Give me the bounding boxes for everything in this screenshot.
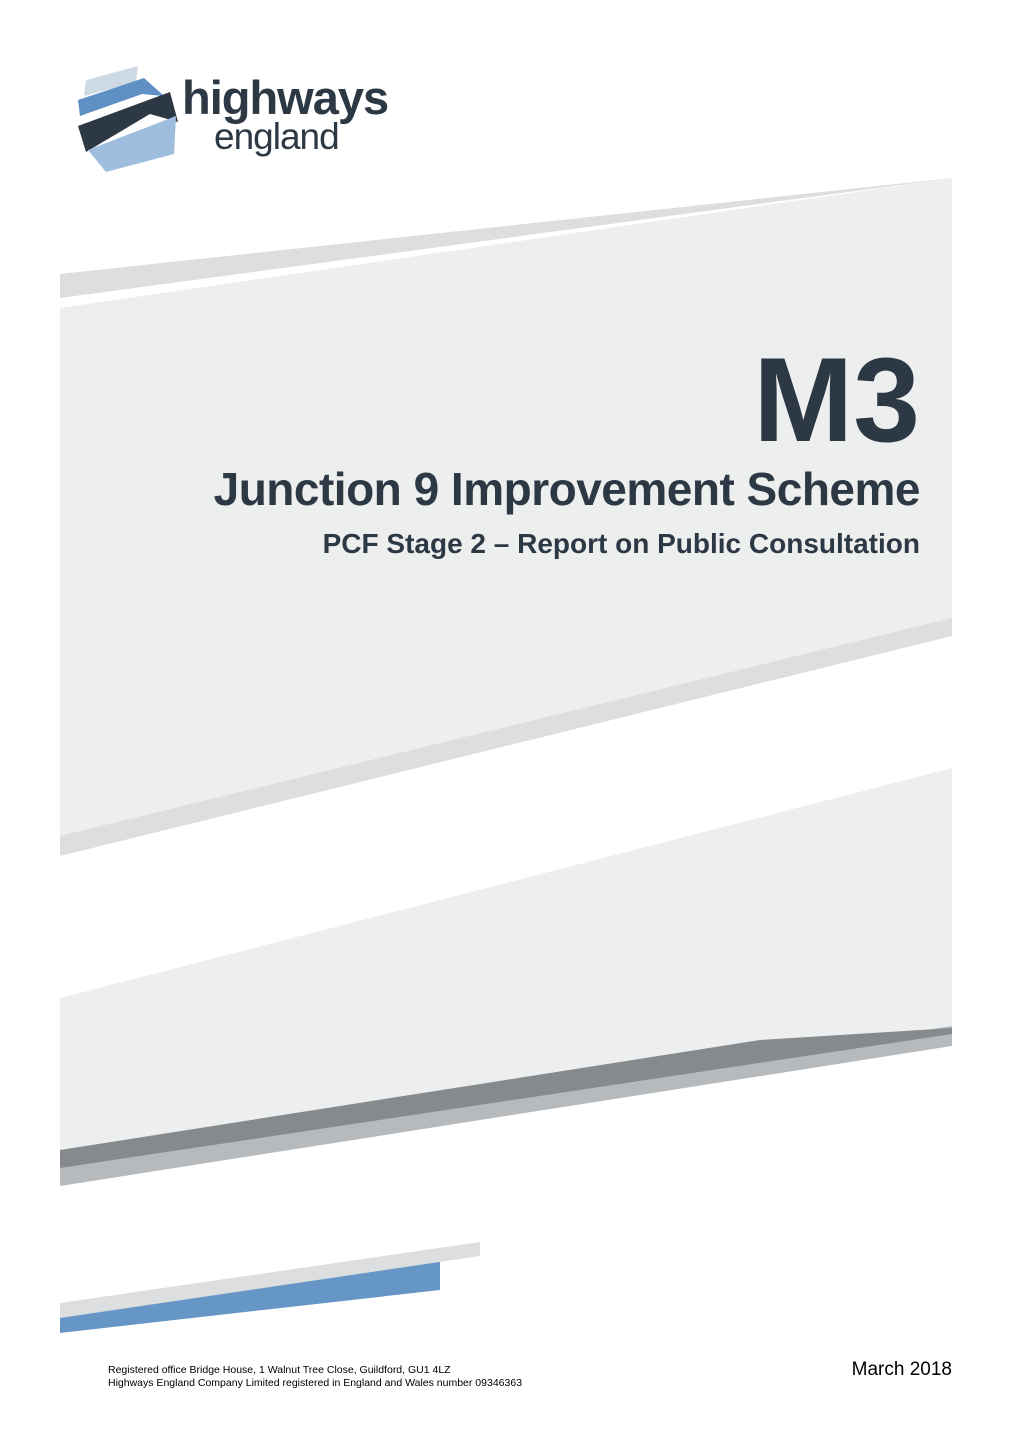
cover-panel: M3 Junction 9 Improvement Scheme PCF Sta… (60, 178, 952, 1333)
title-main: M3 (100, 340, 920, 460)
logo-text-england: england (214, 116, 339, 158)
footer-date: March 2018 (852, 1359, 952, 1381)
lower-shape-group (60, 998, 952, 1333)
title-subline-1: Junction 9 Improvement Scheme (100, 462, 920, 516)
highways-england-logo: highways england (78, 66, 378, 176)
footer-company: Highways England Company Limited registe… (108, 1377, 522, 1391)
mid-diagonal-shape (60, 618, 952, 998)
footer-legal: Registered office Bridge House, 1 Walnut… (108, 1364, 522, 1391)
logo-mark-icon (78, 66, 188, 172)
footer-address: Registered office Bridge House, 1 Walnut… (108, 1364, 522, 1378)
page: highways england M3 Junction 9 Improveme… (0, 0, 1020, 1441)
title-subline-2: PCF Stage 2 – Report on Public Consultat… (100, 528, 920, 560)
title-block: M3 Junction 9 Improvement Scheme PCF Sta… (100, 340, 920, 560)
